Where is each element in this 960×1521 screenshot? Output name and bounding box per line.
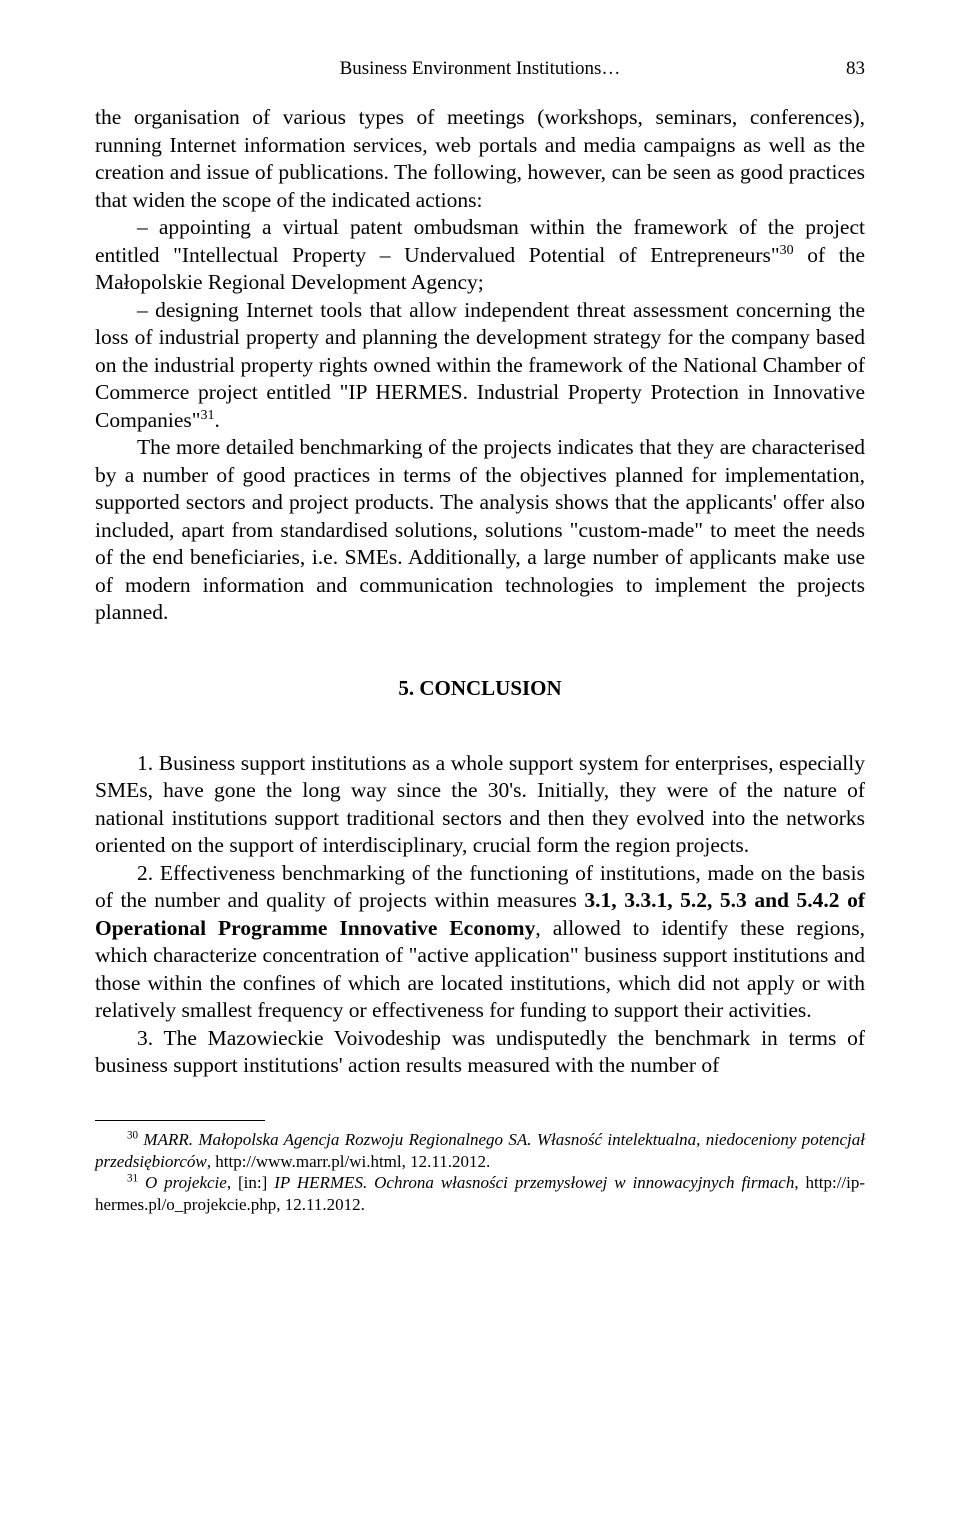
footnote-31: 31 O projekcie, [in:] IP HERMES. Ochrona… bbox=[95, 1172, 865, 1216]
page-number: 83 bbox=[825, 58, 865, 80]
footnote-31-italic1: O projekcie bbox=[145, 1173, 227, 1192]
footnote-30: 30 MARR. Małopolska Agencja Rozwoju Regi… bbox=[95, 1129, 865, 1173]
section-heading-conclusion: 5. CONCLUSION bbox=[95, 675, 865, 702]
header-spacer bbox=[95, 58, 135, 80]
conclusion-1: 1. Business support institutions as a wh… bbox=[95, 750, 865, 860]
footnote-31-mid: , [in:] bbox=[227, 1173, 274, 1192]
bullet-2-post: . bbox=[215, 408, 220, 432]
document-page: Business Environment Institutions… 83 th… bbox=[0, 0, 960, 1521]
bullet-1-pre: – appointing a virtual patent ombudsman … bbox=[95, 215, 865, 267]
conclusion-3: 3. The Mazowieckie Voivodeship was undis… bbox=[95, 1025, 865, 1080]
paragraph-benchmarking: The more detailed benchmarking of the pr… bbox=[95, 434, 865, 627]
footnote-30-number: 30 bbox=[127, 1129, 138, 1141]
footnote-30-rest: , http://www.marr.pl/wi.html, 12.11.2012… bbox=[207, 1152, 490, 1171]
footnote-ref-30: 30 bbox=[780, 242, 794, 257]
footnote-31-italic2: IP HERMES. Ochrona własności przemysłowe… bbox=[274, 1173, 794, 1192]
bullet-item-2: – designing Internet tools that allow in… bbox=[95, 297, 865, 435]
footnote-ref-31: 31 bbox=[201, 408, 215, 423]
footnote-separator bbox=[95, 1120, 265, 1121]
footnotes-block: 30 MARR. Małopolska Agencja Rozwoju Regi… bbox=[95, 1129, 865, 1216]
page-header: Business Environment Institutions… 83 bbox=[95, 58, 865, 80]
footnote-31-number: 31 bbox=[127, 1173, 138, 1185]
paragraph-continuation: the organisation of various types of mee… bbox=[95, 104, 865, 214]
bullet-item-1: – appointing a virtual patent ombudsman … bbox=[95, 214, 865, 297]
body-text-block: the organisation of various types of mee… bbox=[95, 104, 865, 1080]
conclusion-2: 2. Effectiveness benchmarking of the fun… bbox=[95, 860, 865, 1025]
running-title: Business Environment Institutions… bbox=[135, 58, 825, 80]
